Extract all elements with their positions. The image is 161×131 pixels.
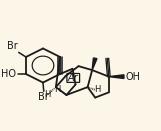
Text: HO: HO xyxy=(1,69,16,79)
Text: OH: OH xyxy=(125,72,140,82)
Text: H: H xyxy=(94,86,100,94)
Polygon shape xyxy=(92,58,97,70)
Text: Ar: Ar xyxy=(68,73,79,83)
Text: Br: Br xyxy=(38,92,49,102)
Text: H: H xyxy=(44,90,50,99)
FancyBboxPatch shape xyxy=(67,73,80,82)
Polygon shape xyxy=(109,75,124,78)
Text: Br: Br xyxy=(7,41,18,51)
Text: H: H xyxy=(54,85,61,94)
